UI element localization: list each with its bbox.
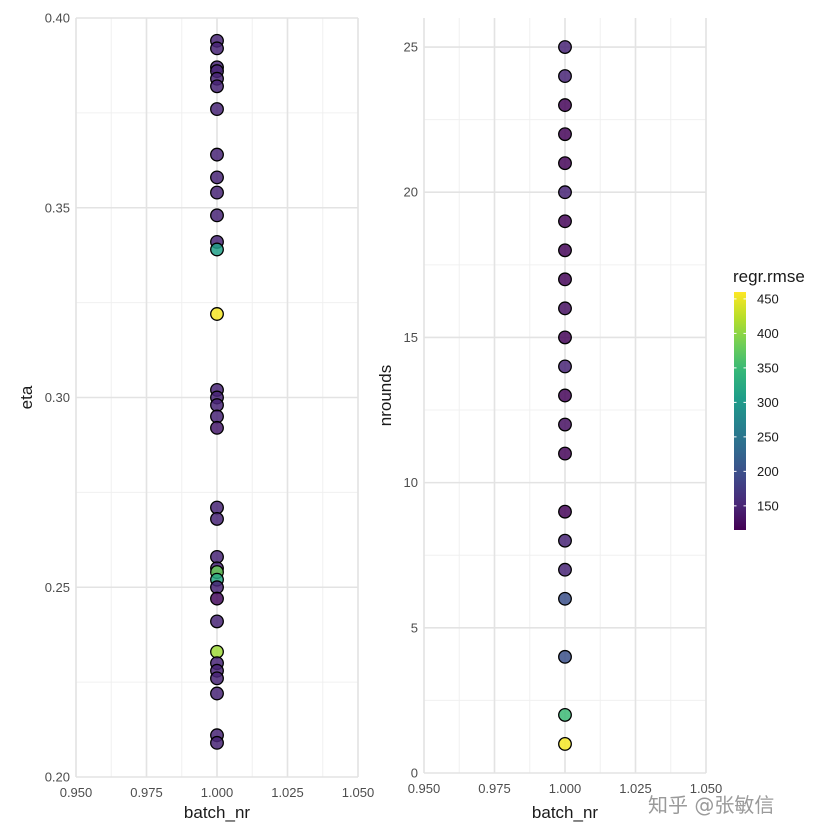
eta-scatter-panel: 0.950 0.975 1.000 1.025 1.050 0.20 0.25 0.30 0.3… — [17, 11, 374, 823]
scatter-point — [210, 614, 224, 629]
scatter-point — [210, 549, 224, 564]
x-axis-title: batch_nr — [532, 803, 598, 822]
scatter-point — [558, 127, 572, 142]
scatter-point — [558, 562, 572, 577]
scatter-point — [558, 301, 572, 316]
scatter-point — [210, 511, 224, 526]
scatter-point — [558, 388, 572, 403]
scatter-point — [558, 40, 572, 54]
legend-label: 450 — [757, 291, 779, 306]
scatter-point — [210, 644, 224, 659]
y-tick-label: 0.25 — [45, 580, 70, 595]
color-legend: regr.rmse 450 400 350 300 250 200 150 — [733, 267, 805, 530]
scatter-point — [558, 185, 572, 200]
legend-label: 200 — [757, 464, 779, 479]
x-tick-label: 1.025 — [271, 785, 304, 800]
scatter-point — [210, 102, 224, 117]
scatter-point — [558, 98, 572, 113]
y-tick-label: 0 — [411, 766, 418, 781]
scatter-point — [210, 580, 224, 595]
scatter-point — [558, 214, 572, 229]
scatter-point — [558, 417, 572, 432]
y-tick-label: 0.35 — [45, 200, 70, 215]
watermark-text: 知乎 @张敏信 — [648, 793, 774, 817]
scatter-point — [210, 671, 224, 686]
scatter-point — [210, 170, 224, 185]
y-tick-label: 0.40 — [45, 11, 70, 26]
scatter-point — [558, 649, 572, 664]
y-tick-label: 0.30 — [45, 390, 70, 405]
legend-label: 400 — [757, 326, 779, 341]
scatter-point — [558, 330, 572, 345]
scatter-point — [210, 147, 224, 162]
scatter-point — [558, 272, 572, 287]
legend-label: 150 — [757, 498, 779, 513]
y-axis-title: eta — [17, 385, 36, 409]
scatter-point — [210, 208, 224, 223]
y-tick-label: 20 — [404, 185, 418, 200]
scatter-point — [210, 686, 224, 701]
x-tick-label: 1.050 — [690, 781, 723, 796]
y-tick-label: 15 — [404, 330, 418, 345]
x-tick-label: 1.000 — [549, 781, 582, 796]
x-tick-label: 1.000 — [201, 785, 234, 800]
scatter-point — [558, 707, 572, 722]
scatter-point — [210, 79, 224, 94]
scatter-point — [558, 359, 572, 374]
scatter-point — [558, 156, 572, 171]
scatter-point — [210, 591, 224, 606]
scatter-point — [210, 420, 224, 435]
scatter-point — [558, 504, 572, 519]
x-tick-label: 0.975 — [130, 785, 163, 800]
scatter-point — [210, 242, 224, 257]
legend-label: 350 — [757, 360, 779, 375]
legend-label: 250 — [757, 429, 779, 444]
scatter-point — [210, 409, 224, 424]
scatter-point — [210, 500, 224, 515]
x-tick-label: 1.050 — [342, 785, 375, 800]
scatter-point — [558, 533, 572, 548]
y-tick-label: 25 — [404, 40, 418, 55]
scatter-point — [558, 69, 572, 84]
x-tick-label: 1.025 — [619, 781, 652, 796]
legend-colorbar — [734, 292, 746, 530]
nrounds-scatter-panel: 0.950 0.975 1.000 1.025 1.050 0 5 10 15 20 25 batch… — [376, 18, 722, 822]
y-axis-title: nrounds — [376, 365, 395, 426]
y-tick-label: 10 — [404, 475, 418, 490]
scatter-point — [210, 185, 224, 200]
scatter-point — [210, 398, 224, 413]
x-tick-label: 0.950 — [60, 785, 93, 800]
scatter-point — [558, 446, 572, 461]
x-tick-label: 0.950 — [408, 781, 441, 796]
scatter-point — [210, 735, 224, 750]
x-axis-title: batch_nr — [184, 803, 250, 822]
y-tick-label: 0.20 — [45, 770, 70, 785]
legend-title: regr.rmse — [733, 267, 805, 286]
legend-label: 300 — [757, 395, 779, 410]
scatter-point — [558, 243, 572, 258]
y-tick-label: 5 — [411, 620, 418, 635]
scatter-point — [210, 41, 224, 56]
scatter-point — [558, 591, 572, 606]
x-tick-label: 0.975 — [478, 781, 511, 796]
scatter-point — [558, 737, 572, 751]
scatter-point — [210, 307, 224, 321]
